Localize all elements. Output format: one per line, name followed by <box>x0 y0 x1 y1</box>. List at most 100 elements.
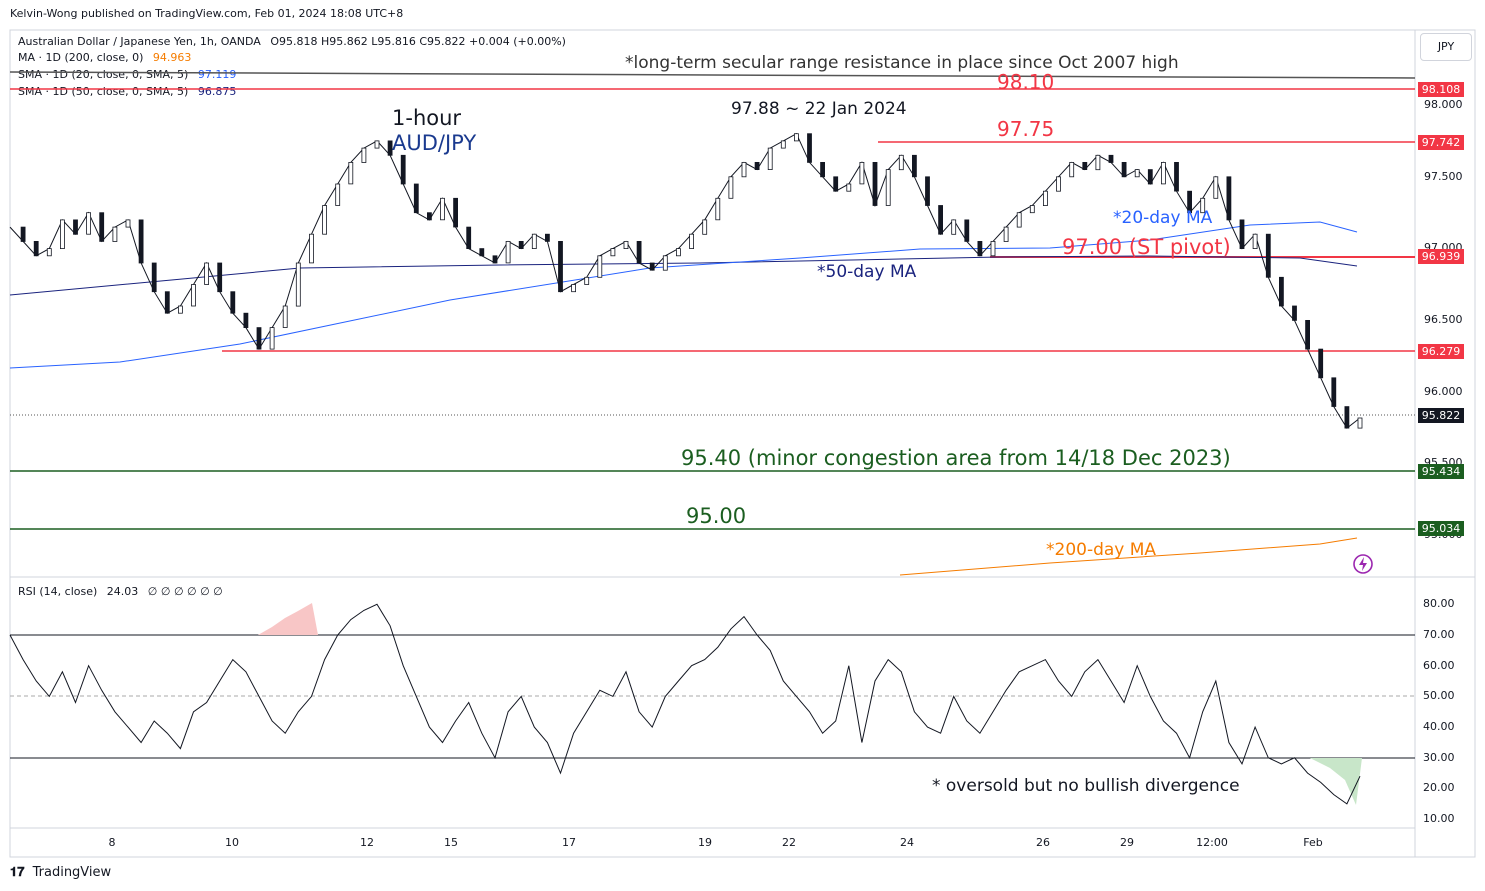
price-candle <box>387 140 393 156</box>
legend-symbol: Australian Dollar / Japanese Yen, 1h, OA… <box>18 35 261 48</box>
price-candle <box>885 169 891 206</box>
price-candle <box>1095 154 1101 171</box>
rsi-tick-70: 70.00 <box>1423 628 1455 641</box>
price-candle <box>820 161 825 178</box>
footer-brand-text: TradingView <box>32 865 112 880</box>
price-candle <box>912 154 917 178</box>
price-candle <box>1292 305 1297 321</box>
price-candle <box>138 219 144 264</box>
currency-button[interactable]: JPY <box>1420 33 1472 61</box>
price-candle <box>164 291 170 314</box>
x-tick-12: 12 <box>360 836 374 849</box>
alert-lightning-icon[interactable] <box>1352 553 1374 575</box>
rsi-tick-10: 10.00 <box>1423 812 1455 825</box>
annotation-97-75: 97.75 <box>997 117 1055 141</box>
legend-sma20-value: 97.119 <box>197 68 237 81</box>
price-candle <box>86 212 91 235</box>
price-candle <box>46 248 52 257</box>
x-tick-22: 22 <box>782 836 796 849</box>
price-candle <box>1161 161 1166 185</box>
price-candle <box>453 197 459 228</box>
annotation-secular: *long-term secular range resistance in p… <box>625 53 1179 73</box>
price-tick-98000: 98.000 <box>1424 98 1463 111</box>
chart-frame <box>9 29 1476 858</box>
price-candle <box>610 248 616 257</box>
price-candle <box>1056 176 1061 192</box>
price-candle <box>597 255 603 278</box>
price-candle <box>702 219 708 235</box>
price-candle <box>322 205 328 235</box>
rsi-tick-20: 20.00 <box>1423 781 1455 794</box>
price-candle <box>217 262 223 293</box>
legend-ma200-label: MA · 1D (200, close, 0) <box>18 51 144 64</box>
price-candle <box>780 140 786 149</box>
price-tag-96279: 96.279 <box>1418 344 1464 359</box>
legend-rsi-value: 24.03 <box>106 585 139 598</box>
price-candle <box>309 233 314 264</box>
price-candle <box>1252 233 1258 249</box>
price-tick-97500: 97.500 <box>1424 170 1463 183</box>
annotation-97-00: 97.00 (ST pivot) <box>1062 235 1231 259</box>
x-tick-29: 29 <box>1120 836 1134 849</box>
price-candle <box>374 140 380 149</box>
price-candle <box>204 262 210 285</box>
x-tick-10: 10 <box>225 836 239 849</box>
price-candle <box>413 183 419 214</box>
price-candle <box>99 212 105 242</box>
footer-brand[interactable]: 𝟏𝟕 TradingView <box>10 865 111 880</box>
price-candle <box>754 161 760 170</box>
legend-ohlc: O95.818 H95.862 L95.816 C95.822 +0.004 (… <box>270 35 566 48</box>
legend-symbol-row: Australian Dollar / Japanese Yen, 1h, OA… <box>18 35 572 48</box>
price-candle <box>440 197 445 221</box>
price-candle <box>1029 205 1035 214</box>
price-candle <box>859 161 865 185</box>
price-candle <box>1069 161 1075 178</box>
rsi-line <box>9 603 1361 805</box>
price-candle <box>1121 161 1127 178</box>
price-candle <box>545 233 550 242</box>
price-candle <box>728 176 734 199</box>
annotation-95-00: 95.00 <box>686 504 747 528</box>
price-candle <box>1200 197 1206 214</box>
price-candle <box>1344 406 1350 429</box>
price-candle <box>990 240 996 257</box>
price-candle <box>1318 348 1324 379</box>
price-candle <box>938 205 943 235</box>
price-candle <box>715 197 721 221</box>
rsi-tick-50: 50.00 <box>1423 689 1455 702</box>
secular-trendline <box>9 71 1416 79</box>
price-tick-96000: 96.000 <box>1424 385 1463 398</box>
price-candle <box>1134 169 1140 178</box>
price-candle <box>191 284 196 307</box>
price-candle <box>33 240 39 257</box>
price-candle <box>466 226 472 250</box>
price-candle <box>151 262 157 293</box>
price-candle <box>177 305 183 314</box>
price-candle <box>872 161 878 206</box>
price-candle <box>558 240 563 293</box>
price-candle <box>1226 176 1232 221</box>
legend-rsi-extra: ∅ ∅ ∅ ∅ ∅ ∅ <box>147 585 223 598</box>
annotation-pair: AUD/JPY <box>392 131 477 155</box>
annotation-95-40: 95.40 (minor congestion area from 14/18 … <box>681 446 1231 470</box>
price-tag-98108: 98.108 <box>1418 82 1464 97</box>
annotation-timeframe: 1-hour <box>392 106 462 130</box>
price-candle <box>361 147 367 163</box>
annotation-98-10: 98.10 <box>997 70 1055 94</box>
price-candle <box>426 212 432 221</box>
price-candle <box>282 305 288 328</box>
price-candle <box>243 312 249 329</box>
legend-rsi-row: RSI (14, close) 24.03 ∅ ∅ ∅ ∅ ∅ ∅ <box>18 585 229 598</box>
price-candle <box>230 291 236 314</box>
x-tick-19: 19 <box>698 836 712 849</box>
annotation-ma200: *200-day MA <box>1046 540 1157 560</box>
annotation-high: 97.88 ~ 22 Jan 2024 <box>731 99 907 119</box>
ma200-line <box>899 537 1358 576</box>
price-candle <box>741 161 747 178</box>
price-candle <box>295 262 301 307</box>
price-candle <box>20 226 26 242</box>
price-tag-96939: 96.939 <box>1418 249 1464 264</box>
annotation-rsi-note: * oversold but no bullish divergence <box>932 776 1240 796</box>
legend-rsi-label: RSI (14, close) <box>18 585 98 598</box>
